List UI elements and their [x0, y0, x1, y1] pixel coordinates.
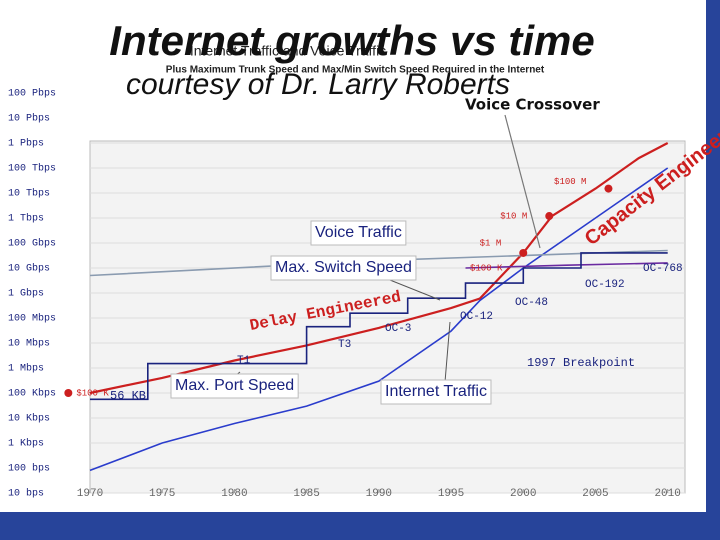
- price-point: [519, 248, 528, 257]
- x-tick-label: 2000: [510, 488, 536, 500]
- plot-area: [89, 140, 686, 494]
- y-tick-label: 1 Pbps: [8, 138, 44, 150]
- price-point: [604, 184, 613, 193]
- y-tick-label: 100 Pbps: [8, 88, 56, 100]
- price-label: $100 M: [554, 177, 586, 187]
- slide-footer-band: [0, 512, 720, 540]
- y-tick-label: 100 Tbps: [8, 163, 56, 175]
- x-tick-label: 2010: [654, 488, 680, 500]
- x-tick-label: 1985: [293, 488, 319, 500]
- y-tick-label: 1 Tbps: [8, 213, 44, 225]
- annotation: T3: [338, 339, 351, 351]
- annotation: T1: [237, 355, 251, 367]
- y-tick-label: 100 Kbps: [8, 388, 56, 400]
- callout-arrow: [504, 114, 541, 249]
- annotation: OC-192: [585, 279, 625, 291]
- series-line: [90, 252, 668, 401]
- series-line: [465, 262, 668, 269]
- annotation: $100 K: [470, 263, 503, 273]
- chart-title: Internet Traffic and Voice Traffic: [190, 43, 386, 59]
- series-label-box: [170, 373, 299, 399]
- annotation: OC-3: [385, 323, 411, 335]
- slide-side-band: [706, 0, 720, 540]
- price-label: $1 M: [480, 238, 502, 248]
- series-label-box: [380, 379, 492, 405]
- callout-arrow: [444, 321, 451, 383]
- y-tick-label: 1 Mbps: [8, 363, 44, 375]
- annotation: OC-48: [515, 297, 548, 309]
- series-label: Internet Traffic: [385, 383, 487, 400]
- x-tick-label: 1995: [438, 488, 464, 500]
- price-label: $100 K: [76, 388, 109, 398]
- y-tick-label: 100 Mbps: [8, 313, 56, 325]
- price-point: [64, 389, 73, 397]
- chart: 10 bps 100 bps 1 Kbps 10 Kbps 100 Kbps 1 Mbps…: [8, 88, 720, 500]
- y-tick-label: 1 Kbps: [8, 438, 44, 450]
- x-tick-label: 1975: [149, 488, 175, 500]
- annotation: Voice Crossover: [465, 96, 600, 114]
- y-tick-label: 100 bps: [8, 463, 50, 475]
- x-tick-label: 1980: [221, 488, 247, 500]
- series-line: [89, 167, 669, 472]
- y-tick-label: 10 Tbps: [8, 188, 50, 200]
- series-label: Max. Switch Speed: [275, 259, 412, 276]
- y-tick-label: 10 Kbps: [8, 413, 50, 425]
- price-label: $10 M: [500, 211, 527, 221]
- annotation: OC-12: [460, 311, 493, 323]
- chart-subtitle: Plus Maximum Trunk Speed and Max/Min Swi…: [166, 65, 545, 76]
- annotation: OC-768: [643, 263, 683, 275]
- y-tick-label: 100 Gbps: [8, 238, 56, 250]
- x-tick-label: 1990: [366, 488, 392, 500]
- annotation: 56 KB: [110, 389, 146, 403]
- y-tick-label: 10 bps: [8, 488, 44, 500]
- y-tick-label: 1 Gbps: [8, 288, 44, 300]
- x-tick-label: 2005: [582, 488, 608, 500]
- y-tick-label: 10 Gbps: [8, 263, 50, 275]
- slide-credit: courtesy of Dr. Larry Roberts: [126, 68, 510, 101]
- annotation: 1997 Breakpoint: [527, 356, 635, 370]
- slide-title: Internet growths vs time: [109, 17, 594, 64]
- series-label-box: [270, 255, 417, 281]
- price-point: [545, 212, 554, 221]
- series-label: Max. Port Speed: [175, 377, 294, 394]
- series-label: Voice Traffic: [315, 224, 402, 241]
- y-tick-label: 10 Pbps: [8, 113, 50, 125]
- series-label-box: [310, 220, 407, 246]
- y-tick-label: 10 Mbps: [8, 338, 50, 350]
- x-tick-label: 1970: [77, 488, 103, 500]
